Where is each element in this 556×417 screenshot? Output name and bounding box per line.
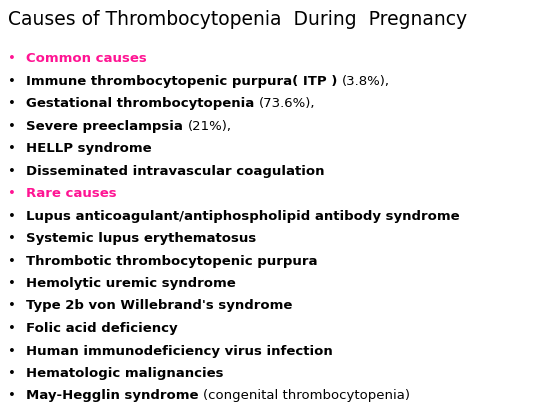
Text: •: • — [8, 120, 16, 133]
Text: •: • — [8, 367, 16, 380]
Text: •: • — [8, 75, 16, 88]
Text: Causes of Thrombocytopenia  During  Pregnancy: Causes of Thrombocytopenia During Pregna… — [8, 10, 467, 29]
Text: •: • — [8, 52, 16, 65]
Text: Common causes: Common causes — [26, 52, 147, 65]
Text: •: • — [8, 232, 16, 245]
Text: •: • — [8, 299, 16, 312]
Text: •: • — [8, 322, 16, 335]
Text: Hemolytic uremic syndrome: Hemolytic uremic syndrome — [26, 277, 236, 290]
Text: •: • — [8, 277, 16, 290]
Text: (3.8%),: (3.8%), — [342, 75, 390, 88]
Text: May-Hegglin syndrome: May-Hegglin syndrome — [26, 389, 203, 402]
Text: •: • — [8, 344, 16, 357]
Text: •: • — [8, 142, 16, 155]
Text: Disseminated intravascular coagulation: Disseminated intravascular coagulation — [26, 164, 325, 178]
Text: •: • — [8, 187, 16, 200]
Text: HELLP syndrome: HELLP syndrome — [26, 142, 152, 155]
Text: Hematologic malignancies: Hematologic malignancies — [26, 367, 224, 380]
Text: Type 2b von Willebrand's syndrome: Type 2b von Willebrand's syndrome — [26, 299, 292, 312]
Text: (congenital thrombocytopenia): (congenital thrombocytopenia) — [203, 389, 410, 402]
Text: Thrombotic thrombocytopenic purpura: Thrombotic thrombocytopenic purpura — [26, 254, 317, 267]
Text: Rare causes: Rare causes — [26, 187, 117, 200]
Text: Systemic lupus erythematosus: Systemic lupus erythematosus — [26, 232, 256, 245]
Text: (73.6%),: (73.6%), — [259, 97, 315, 110]
Text: Gestational thrombocytopenia: Gestational thrombocytopenia — [26, 97, 259, 110]
Text: •: • — [8, 254, 16, 267]
Text: (21%),: (21%), — [187, 120, 231, 133]
Text: Lupus anticoagulant/antiphospholipid antibody syndrome: Lupus anticoagulant/antiphospholipid ant… — [26, 209, 460, 223]
Text: Human immunodeficiency virus infection: Human immunodeficiency virus infection — [26, 344, 332, 357]
Text: Immune thrombocytopenic purpura( ITP ): Immune thrombocytopenic purpura( ITP ) — [26, 75, 342, 88]
Text: •: • — [8, 209, 16, 223]
Text: Folic acid deficiency: Folic acid deficiency — [26, 322, 177, 335]
Text: •: • — [8, 389, 16, 402]
Text: •: • — [8, 164, 16, 178]
Text: •: • — [8, 97, 16, 110]
Text: Severe preeclampsia: Severe preeclampsia — [26, 120, 187, 133]
